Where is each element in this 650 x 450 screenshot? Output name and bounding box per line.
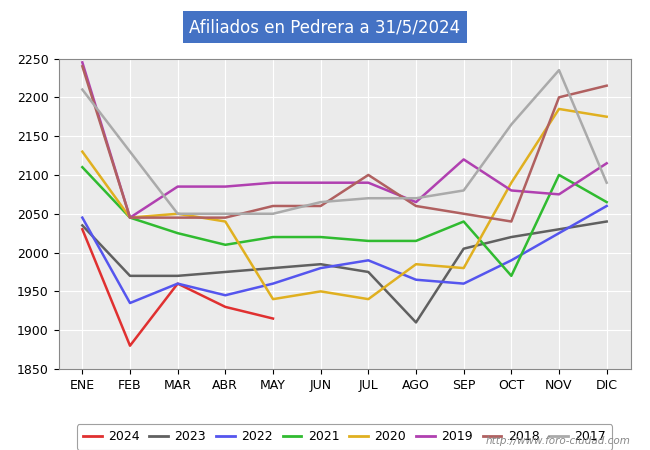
Text: http://www.foro-ciudad.com: http://www.foro-ciudad.com (486, 436, 630, 446)
Legend: 2024, 2023, 2022, 2021, 2020, 2019, 2018, 2017: 2024, 2023, 2022, 2021, 2020, 2019, 2018… (77, 424, 612, 450)
Text: Afiliados en Pedrera a 31/5/2024: Afiliados en Pedrera a 31/5/2024 (189, 18, 461, 36)
